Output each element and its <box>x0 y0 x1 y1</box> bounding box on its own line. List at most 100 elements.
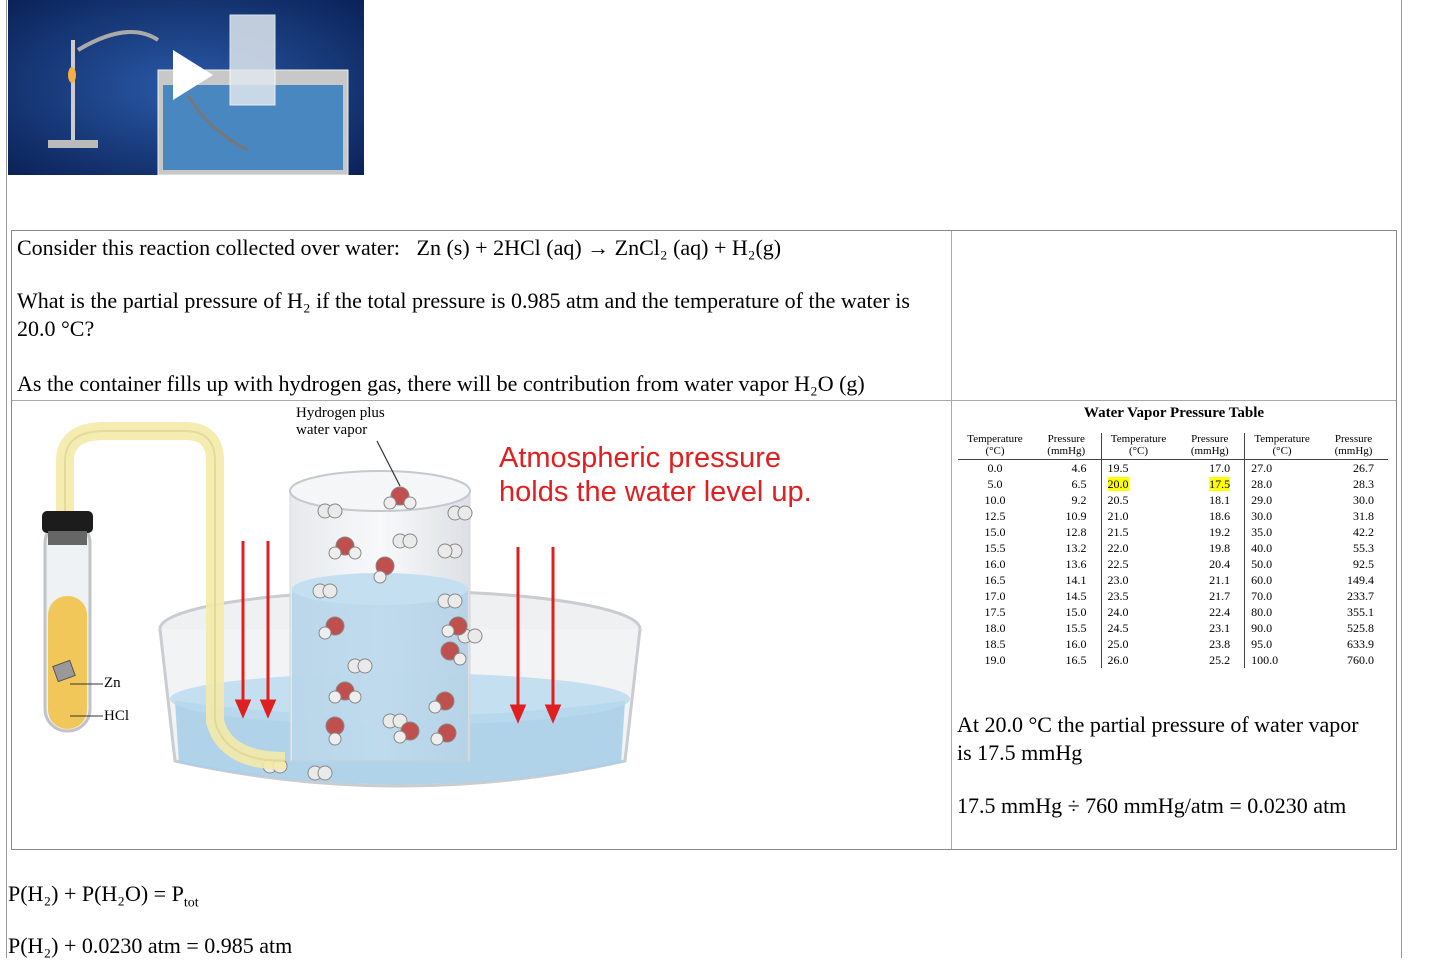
vapor-pressure-table: Temperature (°C) Pressure (mmHg) Temperatu… <box>958 433 1388 668</box>
table-header: Temperature (°C) <box>958 433 1032 460</box>
table-cell: 15.0 <box>1065 605 1087 619</box>
reaction-equation: Zn (s) + 2HCl (aq) → ZnCl₂ (aq) + H₂(g) <box>416 235 782 260</box>
table-cell: 23.1 <box>1209 621 1231 635</box>
table-cell: 633.9 <box>1347 637 1374 651</box>
question-prompt: What is the partial pressure of H₂ if th… <box>17 288 910 341</box>
table-row: 17.5 15.0 24.0 22.4 80.0 355.1 <box>958 604 1388 620</box>
table-cell: 22.4 <box>1209 605 1231 619</box>
table-cell: 22.5 <box>1100 556 1176 572</box>
table-cell: 18.5 <box>984 637 1006 651</box>
table-cell: 19.8 <box>1209 541 1231 555</box>
table-cell: 10.0 <box>984 493 1006 507</box>
equation-substituted: P(H₂) + 0.0230 atm = 0.985 atm <box>8 933 293 958</box>
table-cell: 21.7 <box>1209 589 1231 603</box>
zinc-label: Zn <box>104 675 121 691</box>
table-row: 15.0 12.8 21.5 19.2 35.0 42.2 <box>958 524 1388 540</box>
table-row: 18.0 15.5 24.5 23.1 90.0 525.8 <box>958 620 1388 636</box>
table-cell: 21.0 <box>1100 508 1176 524</box>
atmospheric-caption-line1: Atmospheric pressure <box>499 442 782 474</box>
table-cell: 92.5 <box>1353 557 1374 571</box>
table-cell: 26.0 <box>1100 652 1176 668</box>
table-cell: 28.3 <box>1353 477 1374 491</box>
table-cell: 40.0 <box>1244 540 1320 556</box>
table-cell: 20.5 <box>1100 492 1176 508</box>
table-cell: 30.0 <box>1353 493 1374 507</box>
vapor-table-cell: Water Vapor Pressure Table Temperature (… <box>952 401 1396 849</box>
table-cell: 17.5 <box>1176 476 1245 492</box>
table-cell: 25.2 <box>1209 653 1231 667</box>
table-cell: 16.0 <box>1065 637 1087 651</box>
table-row: 19.0 16.5 26.0 25.2 100.0 760.0 <box>958 652 1388 668</box>
table-row: 16.5 14.1 23.0 21.1 60.0 149.4 <box>958 572 1388 588</box>
table-header: Pressure (mmHg) <box>1175 433 1245 460</box>
video-player[interactable] <box>8 0 364 175</box>
table-cell: 19.2 <box>1209 525 1231 539</box>
gas-collection-figure <box>42 422 642 788</box>
table-cell: 14.5 <box>1065 589 1087 603</box>
table-cell: 18.6 <box>1209 509 1231 523</box>
table-row: 0.0 4.6 19.5 17.0 27.0 26.7 <box>958 459 1388 476</box>
table-cell: 42.2 <box>1353 525 1374 539</box>
gas-label-line2: water vapor <box>296 422 368 438</box>
table-row: 16.0 13.6 22.5 20.4 50.0 92.5 <box>958 556 1388 572</box>
table-cell: 24.0 <box>1100 604 1176 620</box>
table-row: 12.5 10.9 21.0 18.6 30.0 31.8 <box>958 508 1388 524</box>
table-cell: 26.7 <box>1353 461 1374 475</box>
conversion-text: 17.5 mmHg ÷ 760 mmHg/atm = 0.0230 atm <box>957 793 1347 818</box>
table-cell: 0.0 <box>987 461 1003 475</box>
water-vapor-note: As the container fills up with hydrogen … <box>17 371 865 396</box>
table-cell: 4.6 <box>1071 461 1087 475</box>
table-cell: 24.5 <box>1100 620 1176 636</box>
table-cell: 30.0 <box>1244 508 1320 524</box>
table-cell: 5.0 <box>987 477 1003 491</box>
empty-cell <box>952 231 1396 401</box>
table-cell: 14.1 <box>1065 573 1087 587</box>
table-cell: 18.1 <box>1209 493 1231 507</box>
table-cell: 17.0 <box>984 589 1006 603</box>
highlighted-value: 17.5 <box>1209 477 1231 491</box>
atmospheric-pressure-caption: Atmospheric pressure holds the water lev… <box>499 441 812 509</box>
explanation-line2: is 17.5 mmHg <box>957 740 1083 765</box>
table-row: 18.5 16.0 25.0 23.8 95.0 633.9 <box>958 636 1388 652</box>
table-cell: 19.5 <box>1100 459 1176 476</box>
table-cell: 16.5 <box>984 573 1006 587</box>
table-cell: 20.0 <box>1100 476 1176 492</box>
vapor-table-title: Water Vapor Pressure Table <box>1083 405 1265 421</box>
table-cell: 100.0 <box>1244 652 1320 668</box>
table-cell: 16.0 <box>984 557 1006 571</box>
table-cell: 9.2 <box>1071 493 1087 507</box>
equation-sum: P(H₂) + P(H₂O) = Ptot <box>8 880 199 917</box>
atmospheric-caption-line2: holds the water level up. <box>499 476 812 508</box>
reaction-line: Consider this reaction collected over wa… <box>17 234 781 262</box>
hcl-label: HCl <box>104 708 130 724</box>
table-cell: 355.1 <box>1347 605 1374 619</box>
table-header: Pressure (mmHg) <box>1319 433 1388 460</box>
table-cell: 17.0 <box>1209 461 1231 475</box>
table-cell: 10.9 <box>1065 509 1087 523</box>
table-row: 10.0 9.2 20.5 18.1 29.0 30.0 <box>958 492 1388 508</box>
problem-table: Consider this reaction collected over wa… <box>11 230 1397 850</box>
table-row: 15.5 13.2 22.0 19.8 40.0 55.3 <box>958 540 1388 556</box>
table-cell: 15.5 <box>984 541 1006 555</box>
table-cell: 19.0 <box>984 653 1006 667</box>
table-cell: 149.4 <box>1347 573 1374 587</box>
table-cell: 23.8 <box>1209 637 1231 651</box>
table-cell: 70.0 <box>1244 588 1320 604</box>
table-cell: 16.5 <box>1065 653 1087 667</box>
table-cell: 12.8 <box>1065 525 1087 539</box>
table-cell: 55.3 <box>1353 541 1374 555</box>
table-cell: 21.1 <box>1209 573 1231 587</box>
table-cell: 13.6 <box>1065 557 1087 571</box>
table-cell: 233.7 <box>1347 589 1374 603</box>
table-cell: 22.0 <box>1100 540 1176 556</box>
table-cell: 31.8 <box>1353 509 1374 523</box>
table-cell: 15.0 <box>984 525 1006 539</box>
table-cell: 90.0 <box>1244 620 1320 636</box>
gas-label-line1: Hydrogen plus <box>296 405 385 421</box>
table-cell: 15.5 <box>1065 621 1087 635</box>
table-cell: 23.0 <box>1100 572 1176 588</box>
play-icon[interactable] <box>173 50 213 100</box>
table-cell: 25.0 <box>1100 636 1176 652</box>
table-cell: 28.0 <box>1244 476 1320 492</box>
table-cell: 18.0 <box>984 621 1006 635</box>
